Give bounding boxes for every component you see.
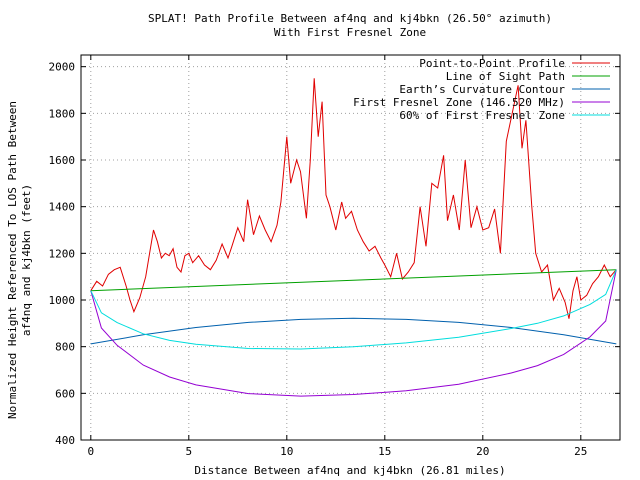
series-line-earth-s-curvature-contour: [90, 317, 617, 345]
legend-label: Earth’s Curvature Contour: [399, 83, 565, 96]
legend-label: Point-to-Point Profile: [419, 57, 565, 70]
x-tick-label: 0: [87, 445, 94, 458]
legend-label: 60% of First Fresnel Zone: [399, 109, 565, 122]
chart-subtitle: With First Fresnel Zone: [274, 26, 426, 39]
y-tick-label: 400: [55, 434, 75, 447]
y-tick-label: 1200: [49, 247, 76, 260]
x-tick-label: 20: [476, 445, 489, 458]
x-axis-label: Distance Between af4nq and kj4bkn (26.81…: [194, 464, 505, 477]
y-tick-label: 1000: [49, 294, 76, 307]
x-tick-label: 10: [280, 445, 293, 458]
plot-frame: [80, 54, 621, 441]
x-tick-label: 5: [185, 445, 192, 458]
y-tick-label: 1600: [49, 154, 76, 167]
legend-label: First Fresnel Zone (146.520 MHz): [353, 96, 565, 109]
legend-label: Line of Sight Path: [446, 70, 565, 83]
y-tick-label: 2000: [49, 61, 76, 74]
y-axis-label-line-1: Normalized Height Referenced To LOS Path…: [6, 101, 19, 419]
chart-title: SPLAT! Path Profile Between af4nq and kj…: [148, 12, 552, 25]
series-line-line-of-sight-path: [90, 269, 617, 292]
x-tick-label: 15: [378, 445, 391, 458]
y-tick-label: 1800: [49, 107, 76, 120]
series-line-first-fresnel-zone-146-520-mhz: [90, 269, 617, 397]
series-line-60-of-first-fresnel-zone: [90, 269, 617, 350]
series-line-point-to-point-profile: [90, 78, 617, 319]
y-tick-label: 1400: [49, 201, 76, 214]
grid: [81, 55, 620, 441]
y-axis-label-line-2: af4nq and kj4bkn (feet): [20, 184, 33, 336]
series-layer: [90, 78, 617, 397]
axis-ticks: 0 5 10 15 20 25 400 600 800 1000 1200 1400 1600 1800 2…: [49, 55, 620, 458]
x-tick-label: 25: [574, 445, 587, 458]
y-tick-label: 800: [55, 341, 75, 354]
y-tick-label: 600: [55, 387, 75, 400]
